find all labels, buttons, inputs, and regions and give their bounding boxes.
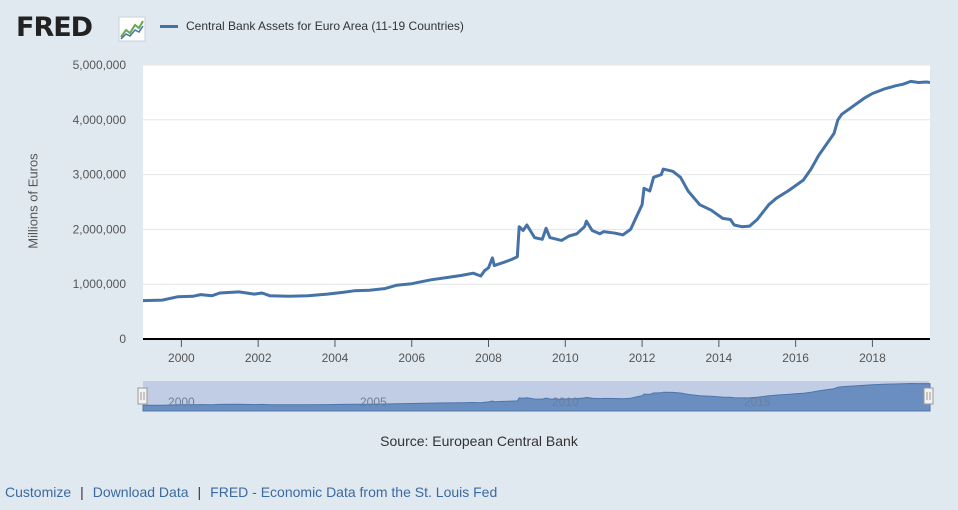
y-tick-label: 2,000,000: [73, 222, 127, 236]
legend-series-label: Central Bank Assets for Euro Area (11-19…: [186, 19, 464, 33]
customize-link[interactable]: Customize: [5, 484, 72, 500]
y-tick-label: 5,000,000: [73, 58, 127, 72]
fred-logo[interactable]: FRED: [16, 12, 148, 46]
footer-links: Customize | Download Data | FRED - Economic …: [5, 484, 497, 500]
navigator-tick-label: 2000: [168, 395, 195, 409]
source-note: Source: European Central Bank: [380, 433, 578, 449]
gridlines: [143, 64, 930, 285]
footer-separator: |: [80, 484, 84, 500]
navigator-series-area: [142, 382, 931, 412]
plot-area: [143, 65, 930, 339]
chart-legend: Central Bank Assets for Euro Area (11-19…: [160, 16, 464, 36]
x-tick-label: 2008: [475, 351, 502, 365]
x-tick-label: 2016: [782, 351, 809, 365]
x-tick-label: 2014: [706, 351, 733, 365]
x-tick-label: 2004: [322, 351, 349, 365]
x-tick-label: 2012: [629, 351, 656, 365]
x-tick-label: 2002: [245, 351, 272, 365]
fred-logo-text: FRED: [16, 12, 93, 43]
fred-home-link[interactable]: FRED - Economic Data from the St. Louis …: [210, 484, 498, 500]
y-tick-label: 1,000,000: [73, 277, 127, 291]
right-range-handle[interactable]: [923, 387, 934, 405]
navigator-tick-label: 2005: [360, 395, 387, 409]
series-line[interactable]: [142, 79, 931, 303]
y-tick-label: 3,000,000: [73, 168, 127, 182]
chart-canvas[interactable]: 0 1,000,000 2,000,000 3,000,000 4,000,000 5,0…: [0, 0, 958, 430]
x-axis-ticks: 2000 2002 2004 2006 2008 2010 2012 2014 2016 2018: [168, 339, 886, 365]
navigator-ticks: 2000 2005 2010 2015: [168, 395, 771, 409]
legend-swatch: [160, 24, 178, 28]
left-range-handle[interactable]: [137, 387, 148, 405]
y-tick-label: 0: [119, 332, 126, 346]
trend-graph-icon: [118, 16, 146, 42]
navigator-tick-label: 2010: [552, 395, 579, 409]
range-navigator[interactable]: 2000 2005 2010 2015: [137, 381, 934, 412]
y-axis-label: Millions of Euros: [25, 153, 41, 249]
x-tick-label: 2006: [398, 351, 425, 365]
navigator-tick-label: 2015: [744, 395, 771, 409]
x-tick-label: 2000: [168, 351, 195, 365]
download-data-link[interactable]: Download Data: [92, 484, 189, 500]
y-tick-label: 4,000,000: [73, 113, 127, 127]
footer-separator: |: [197, 484, 202, 500]
x-tick-label: 2010: [552, 351, 579, 365]
x-tick-label: 2018: [859, 351, 886, 365]
y-axis-ticks: 0 1,000,000 2,000,000 3,000,000 4,000,000 5,0…: [73, 58, 127, 346]
